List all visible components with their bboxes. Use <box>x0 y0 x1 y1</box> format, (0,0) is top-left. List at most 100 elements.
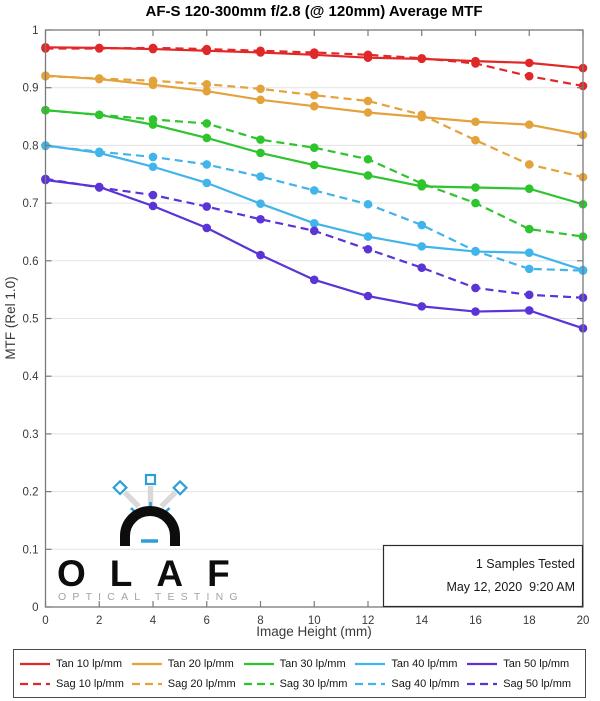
data-point-sag-30-lp-mm-x14 <box>417 179 427 188</box>
data-point-sag-10-lp-mm-x12 <box>363 50 373 60</box>
data-point-tan-50-lp-mm-x8 <box>256 250 265 260</box>
x-axis-label: Image Height (mm) <box>256 624 372 639</box>
data-point-sag-10-lp-mm-x2 <box>94 44 104 53</box>
legend-sample-tan-50-lp-mm <box>467 661 498 667</box>
legend-sample-sag-30-lp-mm <box>243 681 274 687</box>
data-point-sag-10-lp-mm-x8 <box>256 46 265 56</box>
data-point-sag-10-lp-mm-x6 <box>202 44 212 54</box>
legend-column-3: Tan 30 lp/mm Sag 30 lp/mm <box>243 656 356 692</box>
x-tick-label-6: 6 <box>204 615 210 627</box>
legend-sample-tan-20-lp-mm <box>131 661 162 667</box>
x-tick-label-2: 2 <box>96 615 102 627</box>
x-tick-label-8: 8 <box>257 615 263 627</box>
data-point-tan-20-lp-mm-x10 <box>309 101 319 111</box>
data-point-tan-40-lp-mm-x8 <box>256 199 265 208</box>
logo-word: OLAF <box>57 553 254 594</box>
grid-layer <box>45 87 583 550</box>
data-point-sag-50-lp-mm-x8 <box>256 214 265 224</box>
x-tick-label-12: 12 <box>362 615 375 627</box>
data-point-tan-20-lp-mm-x8 <box>256 95 265 105</box>
y-tick-label-0.3: 0.3 <box>23 429 39 441</box>
legend-label-sag-10-lp-mm: Sag 10 lp/mm <box>56 677 124 690</box>
data-point-sag-50-lp-mm-x14 <box>417 263 427 273</box>
series-line-tan-50-lp-mm <box>45 178 584 330</box>
data-point-sag-10-lp-mm-x10 <box>309 48 319 57</box>
legend-label-sag-30-lp-mm: Sag 30 lp/mm <box>279 677 348 690</box>
y-tick-label-0.7: 0.7 <box>23 198 39 210</box>
legend-column-1: Tan 10 lp/mm Sag 10 lp/mm <box>20 656 132 692</box>
data-point-tan-30-lp-mm-x6 <box>202 133 212 143</box>
y-tick-label-0: 0 <box>32 602 38 614</box>
legend-column-5: Tan 50 lp/mm Sag 50 lp/mm <box>467 656 579 692</box>
data-point-sag-20-lp-mm-x18 <box>524 160 534 169</box>
series-line-sag-10-lp-mm <box>45 46 584 88</box>
data-point-tan-50-lp-mm-x16 <box>471 307 480 316</box>
y-tick-label-0.5: 0.5 <box>23 314 39 326</box>
x-tick-label-16: 16 <box>469 615 482 627</box>
annotation-box: 1 Samples Tested May 12, 2020 9:20 AM <box>382 544 584 608</box>
data-point-tan-50-lp-mm-x18 <box>524 306 534 315</box>
data-point-tan-20-lp-mm-x18 <box>524 120 534 129</box>
data-point-sag-40-lp-mm-x2 <box>94 147 104 157</box>
data-point-sag-10-lp-mm-x18 <box>524 71 534 81</box>
legend-label-tan-10-lp-mm: Tan 10 lp/mm <box>56 657 123 670</box>
x-tick-label-14: 14 <box>415 615 428 627</box>
y-axis-label: MTF (Rel 1.0) <box>3 276 18 359</box>
data-point-sag-50-lp-mm-x18 <box>524 290 534 300</box>
data-point-tan-40-lp-mm-x6 <box>202 178 212 188</box>
data-point-sag-30-lp-mm-x16 <box>471 198 480 208</box>
data-point-sag-10-lp-mm-x4 <box>148 43 158 53</box>
data-point-sag-30-lp-mm-x10 <box>309 143 319 153</box>
data-point-sag-20-lp-mm-x4 <box>148 76 158 86</box>
legend-label-tan-50-lp-mm: Tan 50 lp/mm <box>503 657 570 670</box>
data-point-sag-30-lp-mm-x6 <box>202 119 212 128</box>
legend-entry-sag-40-lp-mm: Sag 40 lp/mm <box>355 676 467 692</box>
data-point-sag-20-lp-mm-x2 <box>94 74 104 83</box>
data-point-tan-50-lp-mm-x10 <box>309 275 319 285</box>
data-point-sag-30-lp-mm-x18 <box>524 224 534 234</box>
series-sag-40-lp-mm <box>41 141 588 275</box>
data-point-sag-20-lp-mm-x8 <box>256 84 265 94</box>
data-point-sag-40-lp-mm-x12 <box>363 199 373 209</box>
x-tick-label-0: 0 <box>42 615 48 627</box>
legend-entry-tan-30-lp-mm: Tan 30 lp/mm <box>243 656 356 672</box>
legend-sample-tan-40-lp-mm <box>355 661 386 667</box>
legend-sample-tan-30-lp-mm <box>243 661 274 667</box>
data-point-tan-30-lp-mm-x16 <box>471 183 480 192</box>
legend-label-tan-20-lp-mm: Tan 20 lp/mm <box>167 657 234 670</box>
data-point-tan-50-lp-mm-x6 <box>202 223 212 233</box>
mtf-plot: 0 2 4 6 8 10 12 14 16 18 20 0 0.1 0.2 0.3 0.4 0.5 0.6 0.7 0… <box>3 25 589 639</box>
data-point-sag-30-lp-mm-x2 <box>94 110 104 120</box>
data-point-sag-20-lp-mm-x16 <box>471 135 480 145</box>
data-point-sag-10-lp-mm-x14 <box>417 53 427 63</box>
y-tick-label-0.8: 0.8 <box>23 140 39 152</box>
x-tick-label-18: 18 <box>523 615 536 627</box>
data-point-tan-20-lp-mm-x16 <box>471 117 480 127</box>
data-point-tan-40-lp-mm-x12 <box>363 232 373 241</box>
logo-dome <box>120 506 180 546</box>
legend-entry-sag-20-lp-mm: Sag 20 lp/mm <box>131 676 244 692</box>
x-tick-label-4: 4 <box>150 615 157 627</box>
series-line-sag-30-lp-mm <box>45 109 584 238</box>
y-tick-label-0.4: 0.4 <box>23 371 40 383</box>
legend-column-2: Tan 20 lp/mm Sag 20 lp/mm <box>131 656 244 692</box>
legend-label-tan-30-lp-mm: Tan 30 lp/mm <box>279 657 346 670</box>
data-point-tan-30-lp-mm-x10 <box>309 160 319 170</box>
legend-entry-tan-40-lp-mm: Tan 40 lp/mm <box>355 656 467 672</box>
data-point-tan-50-lp-mm-x4 <box>148 201 158 211</box>
series-layer <box>41 43 588 333</box>
legend-entry-tan-10-lp-mm: Tan 10 lp/mm <box>20 656 132 672</box>
data-point-sag-50-lp-mm-x12 <box>363 244 373 254</box>
logo-subtitle: OPTICAL TESTING <box>58 591 244 603</box>
data-point-tan-20-lp-mm-x6 <box>202 86 212 96</box>
data-point-tan-10-lp-mm-x18 <box>524 58 534 68</box>
chart-title: AF-S 120-300mm f/2.8 (@ 120mm) Average M… <box>145 3 483 20</box>
legend-sample-sag-40-lp-mm <box>355 681 386 687</box>
series-tan-20-lp-mm <box>41 71 588 140</box>
data-point-sag-50-lp-mm-x4 <box>148 190 158 200</box>
data-point-tan-40-lp-mm-x18 <box>524 248 534 258</box>
legend-column-4: Tan 40 lp/mm Sag 40 lp/mm <box>355 656 467 692</box>
legend-entry-sag-50-lp-mm: Sag 50 lp/mm <box>467 676 579 692</box>
data-point-sag-40-lp-mm-x18 <box>524 264 534 274</box>
